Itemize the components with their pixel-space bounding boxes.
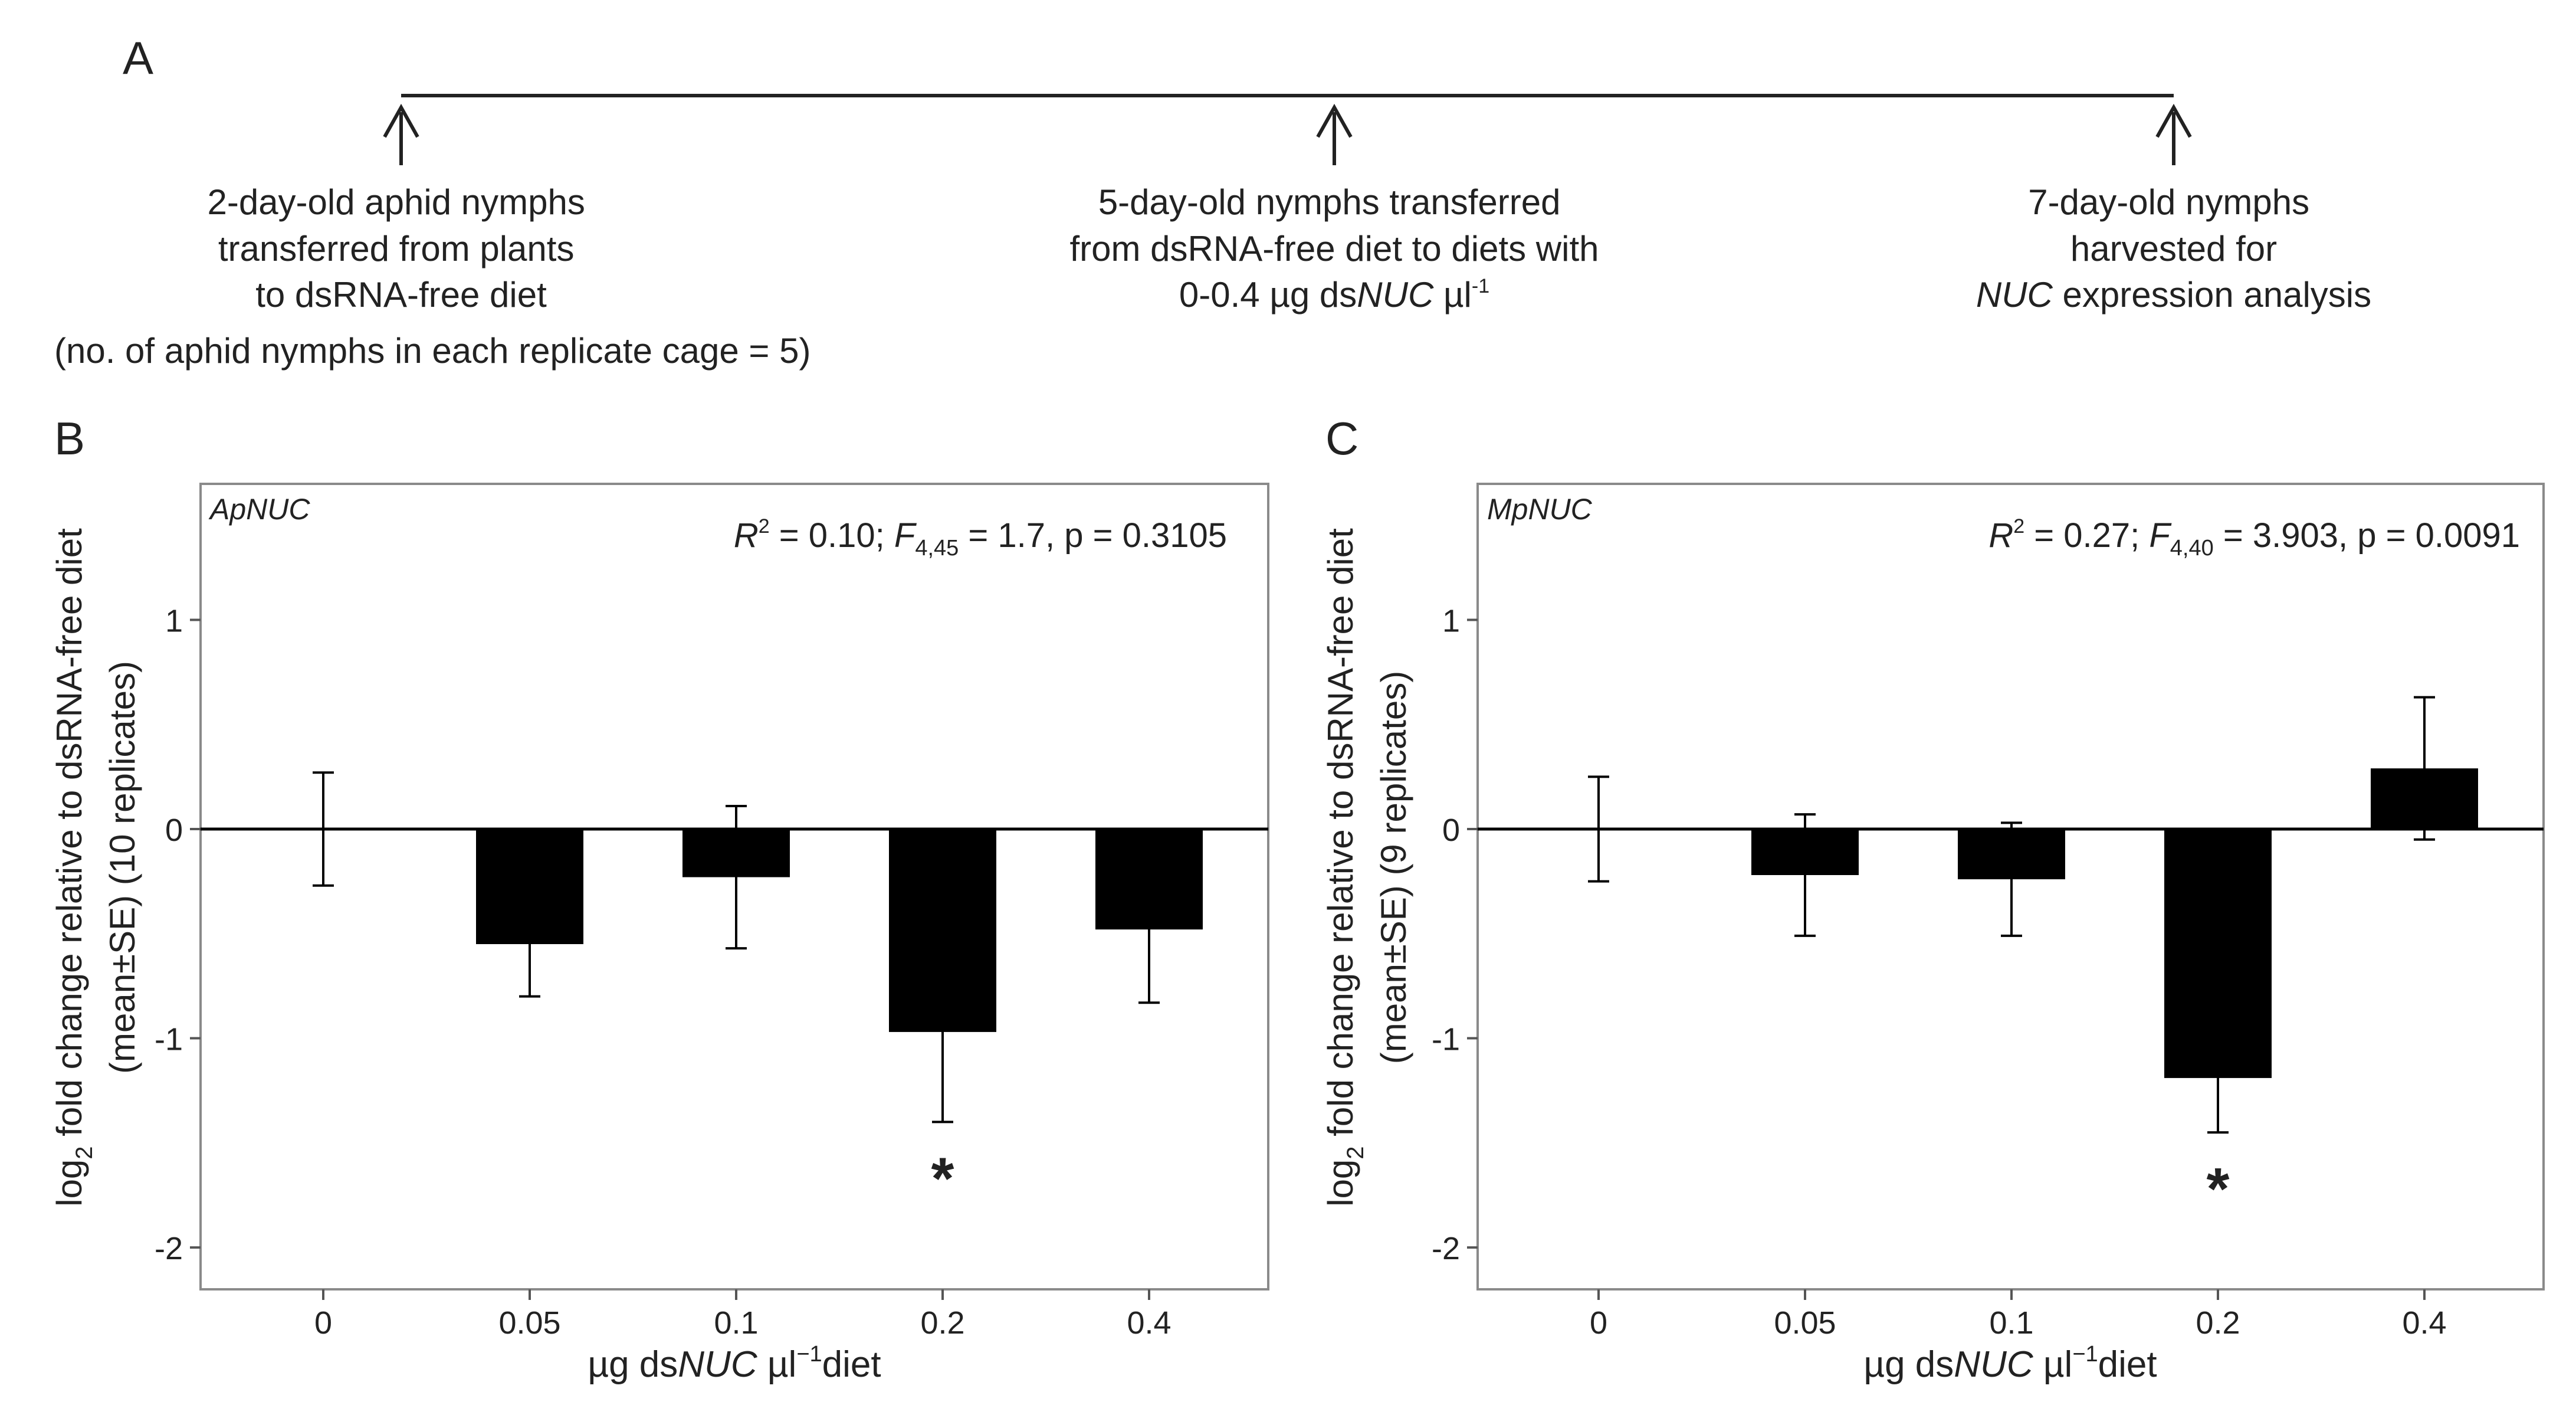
x-tick-label: 0.2 [920, 1305, 964, 1341]
stats-label-c: R2 = 0.27; F4,40 = 3.903, p = 0.0091 [1988, 515, 2520, 561]
x-axis-title-b: µg dsNUC µl−1diet [588, 1342, 881, 1385]
y-axis-title-b-line-2: (mean±SE) (10 replicates) [103, 661, 142, 1074]
y-tick-label: -2 [155, 1231, 183, 1266]
x-tick-label: 0 [1590, 1305, 1607, 1341]
x-tick-label: 0.05 [498, 1305, 560, 1341]
timeline-step-3-line-2: harvested for [2070, 229, 2277, 268]
y-axis-title-b: log2 fold change relative to dsRNA-free … [50, 528, 97, 1207]
timeline-step-2-line-1: 5-day-old nymphs transferred [1098, 182, 1561, 222]
y-tick-label: 0 [165, 813, 183, 848]
y-tick-label: -1 [1432, 1022, 1460, 1057]
timeline-step-1-line-1: 2-day-old aphid nymphs [207, 182, 585, 222]
x-tick-label: 0.4 [2402, 1305, 2446, 1341]
y-tick-label: -2 [1432, 1231, 1460, 1266]
x-axis-c: 0 0.05 0.1 0.2 0.4 [1590, 1289, 2447, 1341]
timeline-panel: A 2-day-old aphid nymphs transferred fro… [54, 32, 2371, 371]
significance-marker: * [2207, 1156, 2230, 1222]
x-tick-label: 0.1 [1989, 1305, 2033, 1341]
timeline-step-1: 2-day-old aphid nymphs transferred from … [207, 182, 595, 315]
panel-label-a: A [123, 32, 153, 84]
timeline-arrow-1 [383, 103, 419, 165]
y-tick-label: -1 [155, 1022, 183, 1057]
chart-panel-b: B log2 fold change relative to dsRNA-fre… [50, 412, 1269, 1385]
timeline-arrow-3 [2155, 103, 2192, 165]
x-tick-label: 0.05 [1774, 1305, 1836, 1341]
panel-label-b: B [54, 412, 85, 464]
y-axis-b: 1 0 -1 -2 [155, 603, 201, 1266]
timeline-footnote: (no. of aphid nymphs in each replicate c… [54, 331, 810, 371]
timeline-step-1-line-2: transferred from plants [218, 229, 575, 268]
panel-label-c: C [1325, 412, 1358, 464]
timeline-step-3-line-1: 7-day-old nymphs [2028, 182, 2309, 222]
x-tick-label: 0.1 [714, 1305, 758, 1341]
x-axis-title-c: µg dsNUC µl−1diet [1863, 1342, 2157, 1385]
bars-c: * [1588, 696, 2478, 1222]
timeline-step-2-line-2: from dsRNA-free diet to diets with [1070, 229, 1599, 268]
x-tick-label: 0.2 [2196, 1305, 2240, 1341]
timeline-step-3: 7-day-old nymphs harvested for [2028, 182, 2319, 268]
y-tick-label: 0 [1442, 813, 1460, 848]
significance-marker: * [931, 1145, 954, 1211]
timeline-arrow-2 [1316, 103, 1353, 165]
gene-label-b: ApNUC [208, 493, 310, 526]
chart-panel-c: C log2 fold change relative to dsRNA-fre… [1321, 412, 2545, 1385]
y-axis-c: 1 0 -1 -2 [1432, 603, 1478, 1266]
plot-frame-b [199, 483, 1269, 1290]
y-axis-title-c-line-2: (mean±SE) (9 replicates) [1374, 671, 1413, 1064]
stats-label-b: R2 = 0.10; F4,45 = 1.7, p = 0.3105 [734, 515, 1227, 561]
timeline-step-2-line-3: 0-0.4 µg dsNUC µl-1 [1179, 275, 1489, 315]
timeline-step-2: 5-day-old nymphs transferred from dsRNA-… [1070, 182, 1599, 268]
bars-b: * [313, 771, 1203, 1211]
gene-label-c: MpNUC [1487, 493, 1593, 526]
timeline-step-3-line-3: NUC expression analysis [1976, 275, 2371, 315]
x-tick-label: 0.4 [1127, 1305, 1171, 1341]
y-tick-label: 1 [165, 603, 183, 638]
x-axis-b: 0 0.05 0.1 0.2 0.4 [314, 1289, 1171, 1341]
y-axis-title-c: log2 fold change relative to dsRNA-free … [1321, 528, 1369, 1207]
timeline-step-1-line-3: to dsRNA-free diet [255, 275, 547, 315]
x-tick-label: 0 [314, 1305, 332, 1341]
y-tick-label: 1 [1442, 603, 1460, 638]
